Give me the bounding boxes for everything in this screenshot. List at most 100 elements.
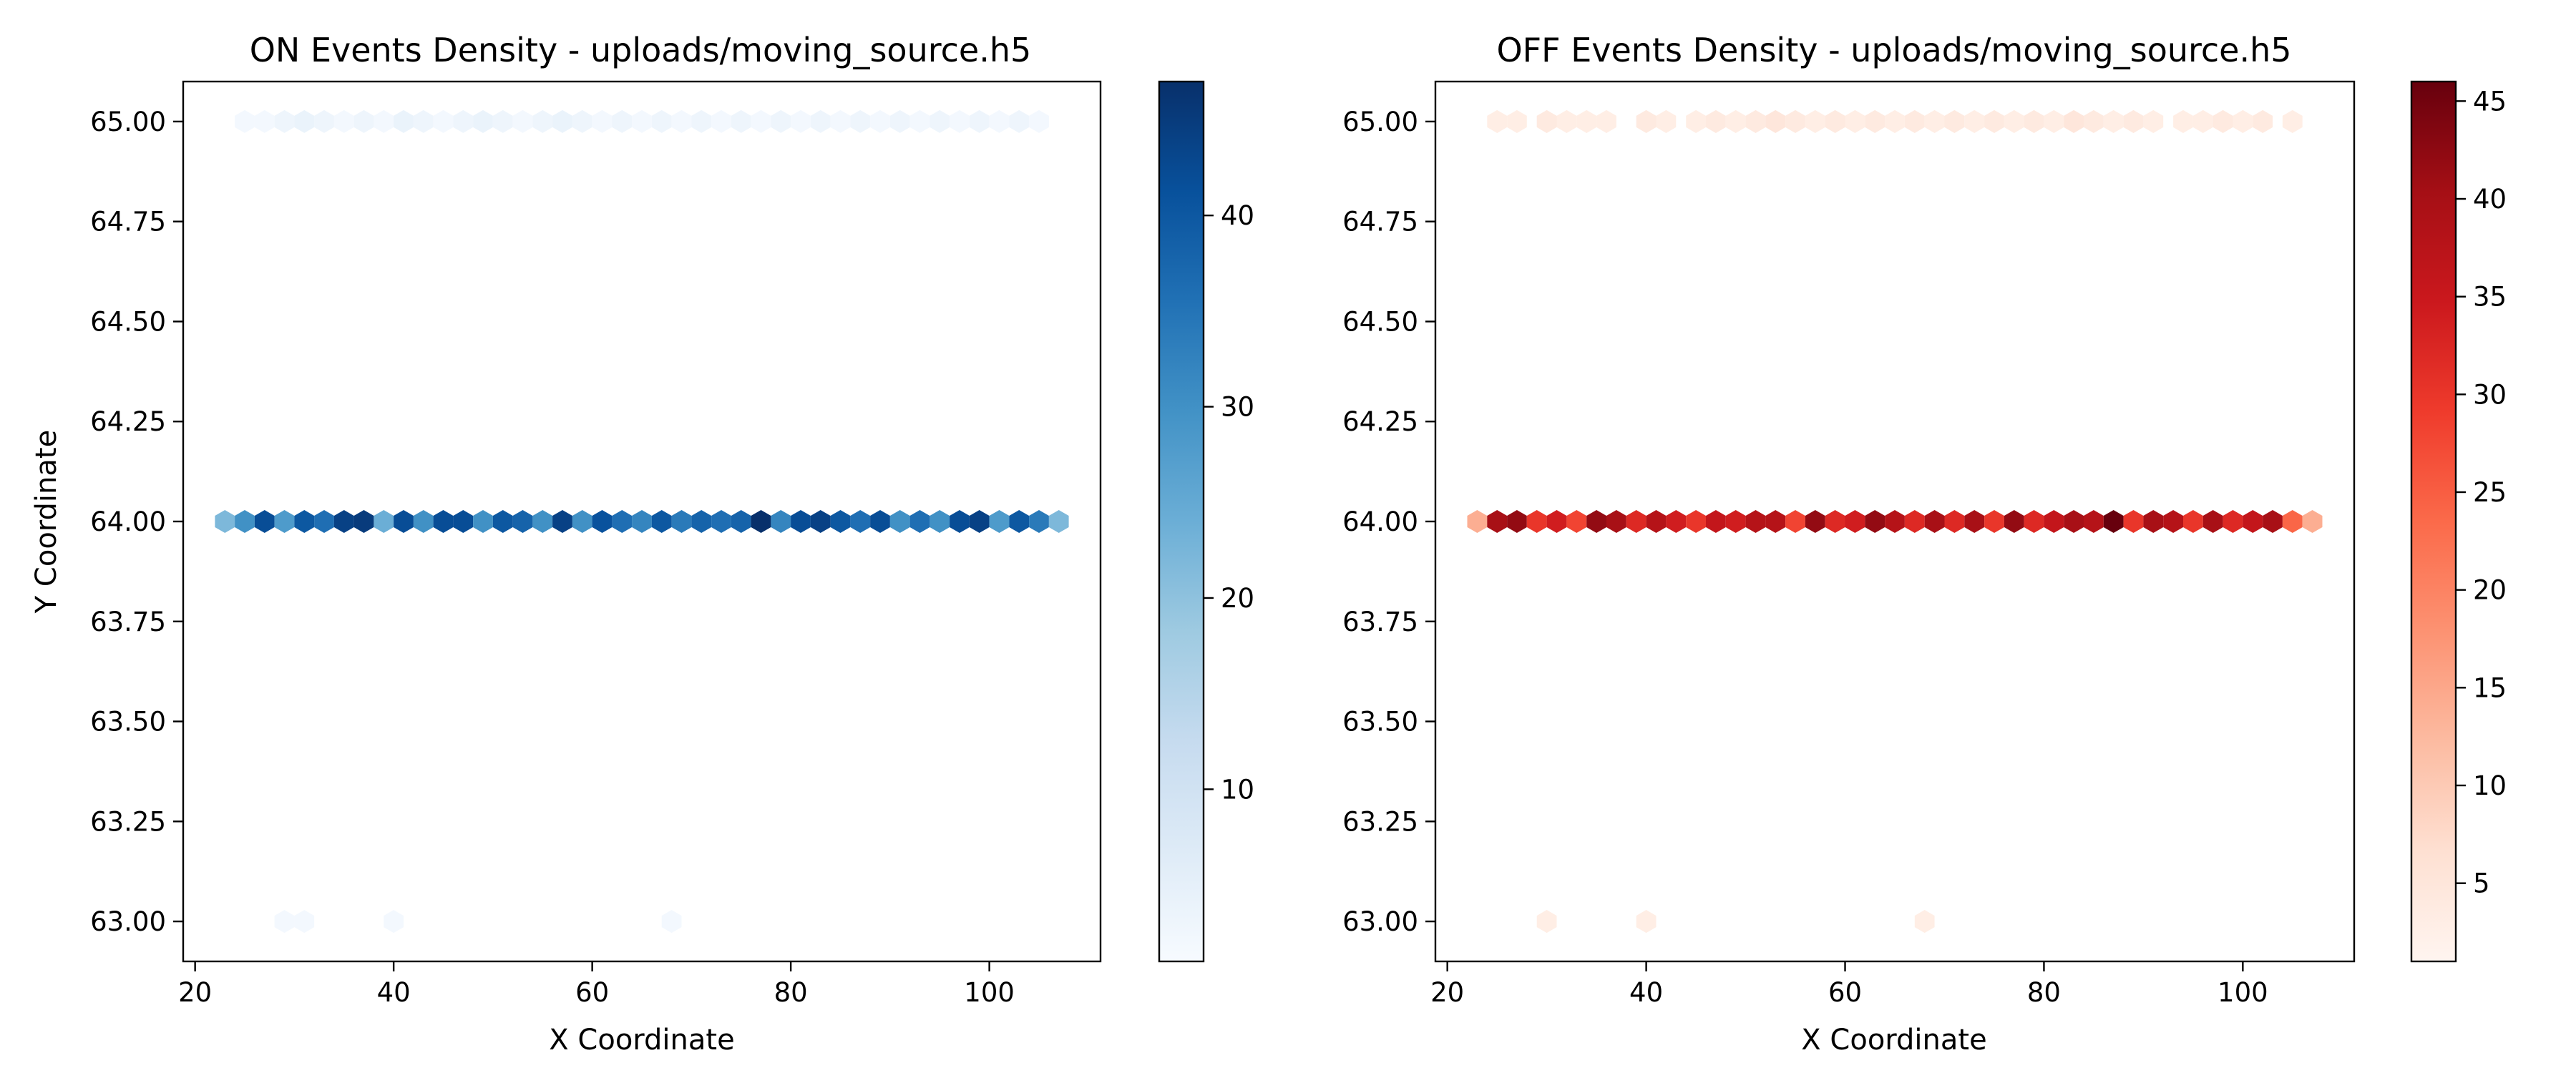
off-hex-bin — [1725, 510, 1746, 533]
off-hex-bin — [1785, 109, 1805, 133]
on-hex-bin — [930, 109, 950, 133]
off-hex-bin — [2123, 510, 2144, 533]
off-hex-bin — [2143, 109, 2164, 133]
off-colorbar-tick-label: 10 — [2473, 770, 2507, 801]
on-hex-bin — [235, 109, 255, 133]
on-hex-bin — [254, 109, 275, 133]
off-hex-bin — [1964, 109, 1985, 133]
off-hex-bin — [1765, 510, 1786, 533]
on-colorbar-tick-label: 40 — [1221, 200, 1254, 231]
on-hexbin-layer — [215, 109, 1069, 934]
on-hex-bin — [830, 510, 851, 533]
off-hexbin-layer — [1467, 109, 2323, 934]
off-hex-bin — [1825, 510, 1845, 533]
off-hex-bin — [2123, 109, 2144, 133]
on-colorbar-gradient — [1158, 80, 1205, 963]
off-hex-bin — [2024, 510, 2044, 533]
off-x-tick-label: 20 — [1430, 977, 1464, 1008]
on-x-axis: 20 40 60 80 100 — [178, 961, 1015, 1008]
on-hex-bin — [512, 510, 533, 533]
on-hex-bin — [413, 109, 434, 133]
on-hex-bin — [950, 109, 970, 133]
off-hex-bin — [1805, 109, 1825, 133]
off-hex-bin — [1924, 109, 1945, 133]
on-hex-bin — [215, 510, 235, 533]
off-hex-bin — [1964, 510, 1985, 533]
off-hex-bin — [1526, 510, 1547, 533]
on-y-axis: 63.00 63.25 63.50 63.75 64.00 64.25 64.50 64.75… — [90, 107, 183, 937]
off-colorbar-tick-label: 5 — [2473, 868, 2490, 899]
off-hex-bin — [2024, 109, 2044, 133]
off-hex-bin — [2004, 510, 2024, 533]
off-hex-bin — [2163, 510, 2183, 533]
on-hex-bin — [333, 109, 354, 133]
on-hex-bin — [810, 109, 831, 133]
off-y-tick-label: 64.50 — [1342, 306, 1418, 337]
on-hex-bin — [889, 510, 910, 533]
on-hex-bin — [691, 109, 712, 133]
off-hex-bin — [1765, 109, 1786, 133]
on-hex-bin — [1029, 109, 1049, 133]
off-hex-bin — [1606, 510, 1626, 533]
on-hex-bin — [353, 109, 374, 133]
off-hex-bin — [2064, 510, 2084, 533]
on-hex-bin — [612, 109, 633, 133]
off-hex-bin — [1825, 109, 1845, 133]
off-colorbar-tick-label: 15 — [2473, 672, 2507, 703]
on-hex-bin — [671, 510, 692, 533]
on-hex-bin — [711, 109, 731, 133]
off-hex-bin — [2263, 510, 2283, 533]
off-hex-bin — [2044, 109, 2064, 133]
off-hex-bin — [1636, 109, 1657, 133]
off-hex-bin — [1666, 510, 1687, 533]
off-colorbar-tick-label: 30 — [2473, 379, 2507, 410]
on-x-tick-label: 60 — [575, 977, 609, 1008]
on-hex-bin — [1029, 510, 1049, 533]
off-colorbar-tick-label: 25 — [2473, 477, 2507, 508]
off-hex-bin — [2302, 510, 2323, 533]
off-hex-bin — [1805, 510, 1825, 533]
on-hex-bin — [374, 510, 394, 533]
off-hex-bin — [2004, 109, 2024, 133]
on-hex-bin — [453, 109, 474, 133]
on-y-axis-label: Y Coordinate — [30, 430, 63, 614]
off-chart-title: OFF Events Density - uploads/moving_sour… — [1496, 31, 2291, 69]
on-hex-bin — [1009, 510, 1030, 533]
on-x-tick-label: 80 — [774, 977, 808, 1008]
on-hex-bin — [532, 510, 553, 533]
off-hex-bin — [1586, 510, 1606, 533]
off-colorbar-tick-label: 35 — [2473, 282, 2507, 313]
off-hex-bin — [1626, 510, 1646, 533]
on-hex-bin — [850, 510, 871, 533]
on-y-tick-label: 65.00 — [90, 107, 166, 137]
on-hex-bin — [314, 510, 334, 533]
off-y-tick-label: 64.75 — [1342, 207, 1418, 237]
on-hex-bin — [572, 109, 592, 133]
off-hex-bin — [2282, 109, 2303, 133]
off-hex-bin — [2064, 109, 2084, 133]
off-x-axis-label: X Coordinate — [1801, 1024, 1986, 1057]
off-hex-bin — [1725, 109, 1746, 133]
off-hex-bin — [1487, 510, 1508, 533]
off-hex-bin — [1686, 109, 1706, 133]
on-hex-bin — [612, 510, 633, 533]
on-hex-bin — [1048, 510, 1069, 533]
on-hex-bin — [254, 510, 275, 533]
off-x-tick-label: 80 — [2027, 977, 2061, 1008]
on-hex-bin — [731, 510, 751, 533]
off-hex-bin — [2202, 510, 2223, 533]
on-hex-bin — [651, 510, 672, 533]
off-colorbar-tick-label: 20 — [2473, 575, 2507, 606]
off-hex-bin — [1487, 109, 1508, 133]
off-colorbar-ticks: 5 10 15 20 25 30 35 40 45 — [2456, 86, 2507, 899]
on-hex-bin — [909, 109, 930, 133]
off-hex-bin — [2103, 109, 2124, 133]
off-hex-bin — [2084, 510, 2104, 533]
off-hex-bin — [1914, 910, 1935, 934]
off-hex-bin — [1745, 109, 1766, 133]
on-hex-bin — [751, 510, 771, 533]
on-hex-bin — [661, 910, 682, 934]
off-hex-bin — [1636, 910, 1657, 934]
off-hex-bin — [1904, 510, 1925, 533]
on-hex-bin — [671, 109, 692, 133]
